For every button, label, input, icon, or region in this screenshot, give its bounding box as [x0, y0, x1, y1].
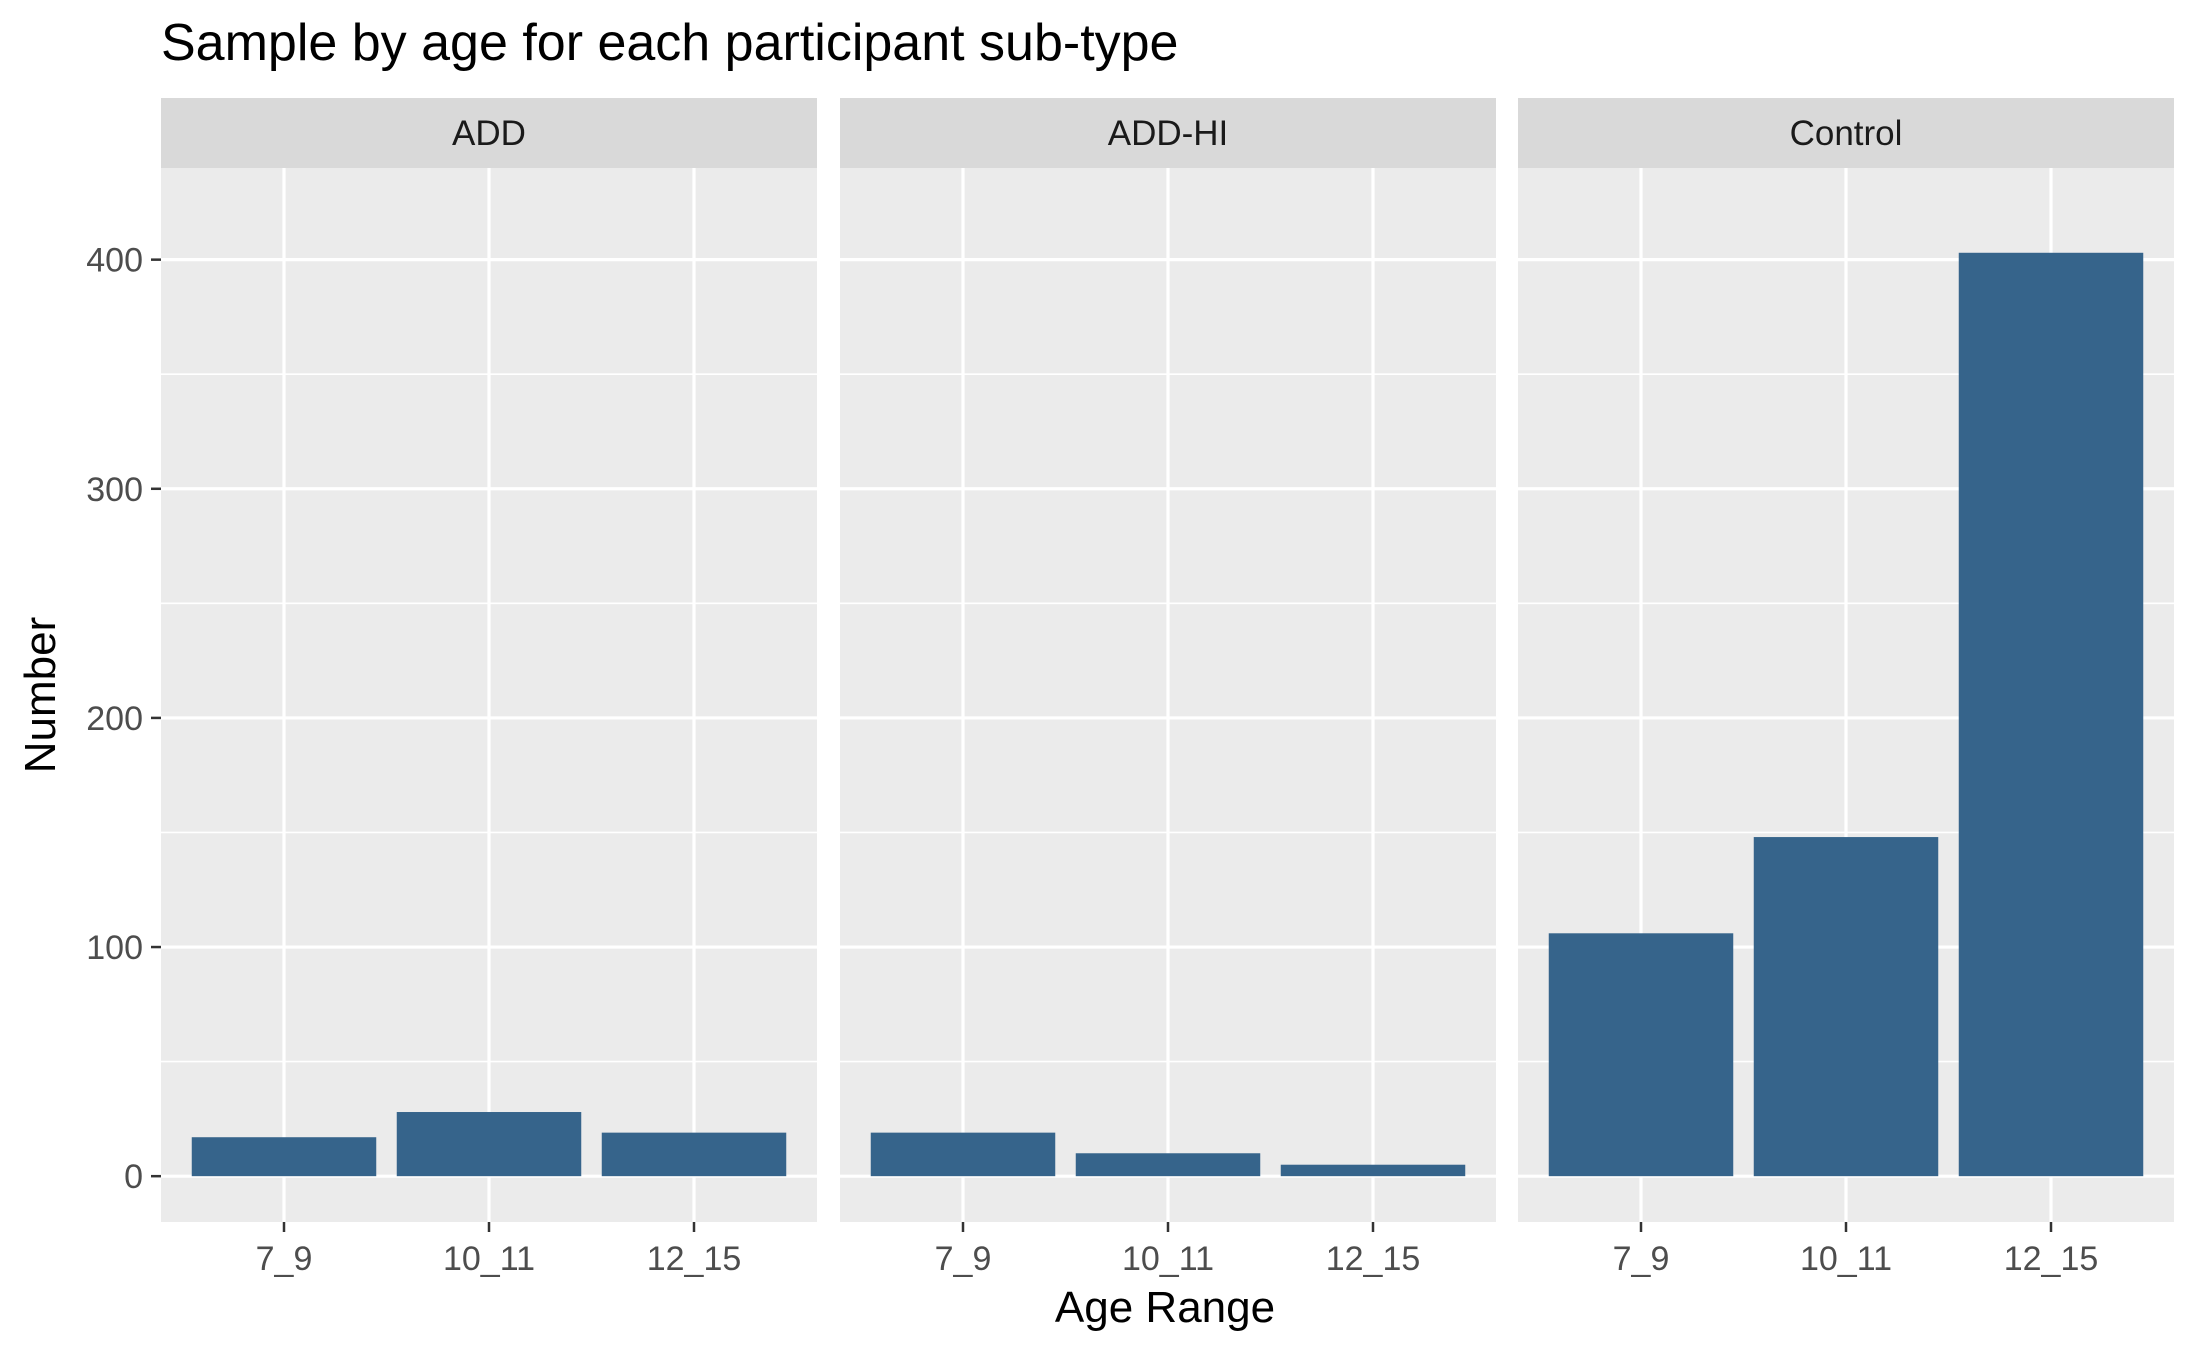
y-axis-title: Number	[16, 617, 65, 774]
bar	[1958, 252, 2144, 1177]
y-tick-label: 300	[86, 471, 143, 509]
facet-strip	[840, 98, 1496, 168]
x-tick-label: 12_15	[1326, 1240, 1421, 1278]
chart-title: Sample by age for each participant sub-t…	[161, 14, 1178, 72]
facet-strip-label: ADD	[452, 114, 526, 153]
x-tick-label: 10_11	[1122, 1240, 1214, 1278]
facet-panel: ADD 7_9 10_11 12_15	[161, 98, 817, 1278]
bar	[191, 1137, 377, 1177]
bar	[1280, 1164, 1466, 1177]
y-tick-label: 200	[86, 700, 143, 738]
x-tick-label: 7_9	[935, 1240, 992, 1278]
facet-strip	[1518, 98, 2174, 168]
bar	[1548, 933, 1734, 1177]
bar	[396, 1112, 582, 1177]
x-tick-label: 10_11	[1800, 1240, 1892, 1278]
facet-strip	[161, 98, 817, 168]
x-tick-label: 10_11	[443, 1240, 535, 1278]
bar	[1753, 837, 1939, 1177]
y-tick-label: 0	[124, 1158, 143, 1196]
y-tick-label: 400	[86, 242, 143, 280]
y-axis: 0 100 200 300 400	[86, 242, 161, 1196]
y-tick-label: 100	[86, 929, 143, 967]
x-tick-label: 7_9	[256, 1240, 313, 1278]
bar	[601, 1132, 787, 1177]
facet-panel: ADD-HI 7_9 10_11 12_15	[840, 98, 1496, 1278]
x-tick-label: 7_9	[1613, 1240, 1670, 1278]
facet-strip-label: ADD-HI	[1108, 114, 1229, 153]
facet-panel: Control 7_9 10_11 12_15	[1518, 98, 2174, 1278]
facet-strip-label: Control	[1790, 114, 1903, 153]
x-tick-label: 12_15	[2004, 1240, 2099, 1278]
bar	[870, 1132, 1056, 1177]
x-axis-title: Age Range	[1055, 1283, 1275, 1332]
bar	[1075, 1153, 1261, 1177]
x-tick-label: 12_15	[647, 1240, 742, 1278]
